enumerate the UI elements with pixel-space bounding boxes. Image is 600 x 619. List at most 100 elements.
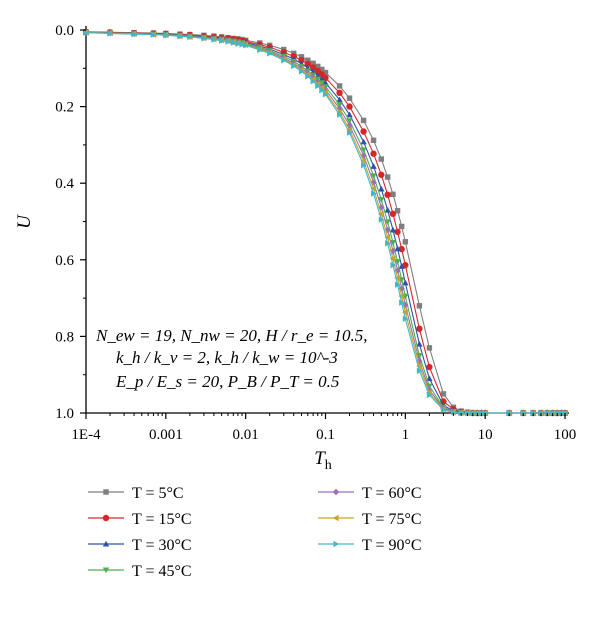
data-point: [281, 57, 287, 64]
data-point: [322, 74, 329, 82]
data-point: [384, 234, 391, 241]
data-point: [315, 63, 321, 70]
legend-label: T = 60°C: [362, 485, 422, 502]
data-point: [416, 363, 422, 370]
y-tick-label: 0.6: [55, 253, 74, 269]
legend-swatch-marker: [332, 514, 339, 522]
data-point: [298, 54, 305, 60]
legend-swatch-marker: [332, 488, 340, 496]
y-tick-label: 0.8: [55, 329, 74, 345]
data-point: [378, 185, 385, 192]
data-point: [225, 38, 232, 45]
data-point: [402, 261, 409, 269]
data-point: [426, 345, 433, 351]
legend-label: T = 5°C: [132, 485, 184, 502]
data-point: [398, 292, 405, 300]
data-point: [416, 303, 423, 309]
legend-item-3: T = 30°C: [88, 537, 192, 554]
data-point: [384, 206, 391, 213]
data-point: [402, 309, 408, 316]
data-point: [398, 263, 405, 269]
data-point: [360, 117, 367, 124]
legend-label: T = 30°C: [132, 537, 192, 554]
data-point: [257, 46, 263, 54]
legend-item-1: T = 5°C: [88, 485, 184, 502]
data-point: [398, 223, 405, 230]
data-point: [389, 226, 397, 233]
data-point: [395, 281, 401, 288]
legend-label: T = 75°C: [362, 511, 422, 528]
x-tick-label: 10: [478, 427, 493, 443]
data-point: [394, 208, 401, 214]
y-tick-label: 1.0: [55, 406, 74, 422]
data-point: [318, 75, 326, 82]
data-point: [346, 95, 353, 101]
data-point: [298, 68, 305, 75]
data-point: [346, 103, 353, 110]
data-point: [319, 66, 325, 73]
y-tick-label: 0.2: [55, 100, 74, 116]
data-point: [402, 279, 409, 286]
legend: T = 5°C T = 15°C T = 30°C T = 45°C T = 60°C T…: [88, 485, 422, 580]
data-point: [336, 102, 343, 108]
data-point: [370, 150, 377, 157]
data-point: [384, 191, 391, 198]
data-point: [243, 42, 249, 49]
annotation-line-1: N_ew = 19, N_nw = 20, H / r_e = 10.5,: [95, 326, 367, 345]
data-point: [305, 73, 311, 80]
legend-item-6: T = 75°C: [318, 511, 422, 528]
legend-label: T = 90°C: [362, 537, 422, 554]
data-point: [163, 32, 170, 39]
data-point: [304, 60, 311, 68]
data-point: [322, 69, 329, 76]
data-point: [177, 32, 184, 40]
legend-swatch-marker: [103, 489, 109, 495]
data-point: [416, 325, 423, 332]
data-point: [346, 122, 353, 129]
x-tick-label: 100: [554, 427, 577, 443]
data-point: [309, 64, 317, 71]
legend-label: T = 45°C: [132, 563, 192, 580]
data-point: [399, 299, 405, 306]
data-point: [394, 245, 401, 252]
data-point: [211, 36, 218, 43]
annotation-line-2: k_h / k_v = 2, k_h / k_w = 10^-3: [116, 348, 338, 367]
data-point: [219, 37, 225, 44]
y-tick-label: 0.4: [55, 176, 74, 192]
x-axis-title: Th: [314, 448, 332, 473]
annotation-line-3: E_p / E_s = 20, P_B / P_T = 0.5: [115, 372, 339, 391]
data-point: [230, 39, 237, 46]
legend-label: T = 15°C: [132, 511, 192, 528]
legend-item-2: T = 15°C: [88, 511, 192, 528]
data-point: [360, 128, 367, 135]
data-point: [390, 261, 397, 269]
data-point: [310, 78, 317, 85]
data-point: [384, 219, 391, 226]
data-point: [389, 255, 396, 262]
data-point: [394, 274, 401, 282]
data-point: [370, 185, 377, 192]
x-tick-label: 0.001: [149, 427, 183, 443]
legend-swatch-marker: [333, 540, 340, 548]
data-point: [315, 82, 321, 90]
data-point: [385, 240, 391, 247]
data-point: [201, 35, 208, 42]
data-point: [346, 129, 353, 136]
legend-item-5: T = 60°C: [318, 485, 422, 502]
x-tick-label: 1: [402, 427, 410, 443]
legend-swatch-marker: [102, 540, 110, 547]
data-point: [389, 240, 397, 246]
data-point: [83, 29, 90, 36]
data-point: [402, 239, 409, 245]
data-point: [361, 161, 367, 169]
legend-item-7: T = 90°C: [318, 537, 422, 554]
data-point: [384, 174, 391, 180]
data-point: [322, 91, 329, 98]
x-tick-label: 1E-4: [71, 427, 101, 443]
data-point: [389, 210, 397, 218]
y-axis-title: U: [14, 214, 35, 229]
data-point: [440, 406, 447, 414]
data-point: [298, 57, 305, 64]
